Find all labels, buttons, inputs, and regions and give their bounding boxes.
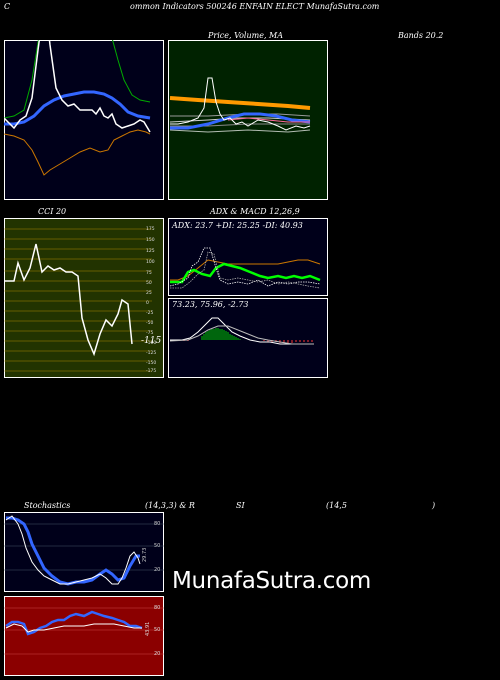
stoch-label-d: (14,5 (326, 501, 347, 510)
cci-tick: -150 (146, 361, 157, 366)
cci-tick: 75 (146, 271, 152, 276)
macd-panel: 73.23, 75.96, -2.73 (168, 298, 328, 378)
rsi-tick: 20 (154, 651, 161, 657)
cci-tick: 150 (146, 238, 155, 243)
header-c: C (4, 2, 11, 11)
stoch-label-b: (14,3,3) & R (145, 501, 195, 510)
cci-tick: 50 (146, 281, 152, 286)
rsi-panel: 80 50 20 43.91 (4, 596, 164, 676)
cci-tick: -100 (146, 341, 157, 346)
stoch-current-value: 29.73 (142, 547, 148, 562)
cci-label: CCI 20 (38, 207, 67, 216)
stoch-label-a: Stochastics (24, 501, 71, 510)
stoch-tick: 50 (154, 543, 161, 549)
cci-tick: -50 (146, 321, 154, 326)
cci-ticks: 175 150 125 100 75 50 25 0 -25 -50 -75 -… (146, 218, 164, 378)
cci-tick: 0 (146, 301, 149, 306)
cci-tick: 25 (146, 291, 152, 296)
adx-macd-label: ADX & MACD 12,26,9 (210, 207, 300, 216)
stochastics-panel: 80 50 20 29.73 (4, 512, 164, 592)
cci-tick: -25 (146, 311, 154, 316)
rsi-tick: 50 (154, 627, 161, 633)
adx-values: ADX: 23.7 +DI: 25.25 -DI: 40.93 (172, 221, 303, 230)
cci-tick: -175 (146, 369, 157, 374)
cci-tick: -75 (146, 331, 154, 336)
price-volume-panel (168, 40, 328, 200)
cci-tick: 125 (146, 249, 155, 254)
macd-values: 73.23, 75.96, -2.73 (172, 300, 249, 309)
bbands-label: Bands 20.2 (398, 31, 444, 40)
cci-tick: 175 (146, 227, 155, 232)
cci-panel: 175 150 125 100 75 50 25 0 -25 -50 -75 -… (4, 218, 164, 378)
watermark: MunafaSutra.com (172, 568, 371, 594)
cci-tick: -125 (146, 351, 157, 356)
adx-panel: ADX: 23.7 +DI: 25.25 -DI: 40.93 (168, 218, 328, 296)
stoch-label-e: ) (432, 501, 436, 510)
stoch-tick: 80 (154, 521, 161, 527)
cci-tick: 100 (146, 260, 155, 265)
stoch-tick: 20 (154, 567, 161, 573)
rsi-tick: 80 (154, 605, 161, 611)
cci-current-value: -115 (141, 336, 162, 346)
stoch-label-c: SI (236, 501, 245, 510)
header-title: ommon Indicators 500246 ENFAIN ELECT Mun… (130, 2, 380, 11)
price-volume-label: Price, Volume, MA (208, 31, 284, 40)
bbands-panel (4, 40, 164, 200)
rsi-current-value: 43.91 (145, 621, 151, 636)
